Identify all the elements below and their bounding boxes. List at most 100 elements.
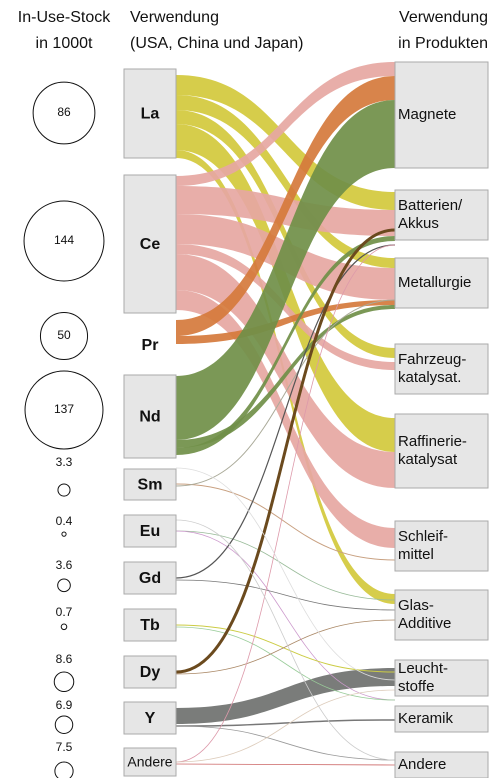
flow [175, 619, 396, 675]
flow [175, 725, 396, 761]
product-box [394, 705, 489, 733]
product-label: Additive [398, 615, 451, 632]
header-use: (USA, China und Japan) [130, 35, 303, 52]
product-label: katalysat. [398, 369, 461, 386]
flow [176, 668, 395, 724]
product-label: Schleif- [398, 528, 448, 545]
stock-label: 0.4 [56, 514, 73, 528]
element-label: Dy [140, 664, 161, 681]
product-box [394, 751, 489, 778]
stock-circle [61, 531, 67, 537]
flow [176, 254, 395, 488]
product-label: Metallurgie [398, 274, 471, 291]
flow [175, 228, 396, 674]
product-label: Glas- [398, 597, 434, 614]
flow [176, 290, 395, 548]
flow [175, 244, 396, 579]
product-box [394, 343, 489, 395]
stock-circle [23, 200, 105, 282]
flow [175, 467, 396, 681]
stock-circle [60, 623, 68, 631]
stock-label: 3.6 [56, 558, 73, 572]
product-box [394, 413, 489, 489]
element-box [123, 374, 177, 459]
element-box [123, 655, 177, 689]
product-label: Akkus [398, 215, 439, 232]
product-label: Magnete [398, 106, 456, 123]
element-box [123, 174, 177, 314]
element-box [123, 468, 177, 501]
flow [176, 62, 395, 186]
flow [176, 300, 395, 344]
stock-label: 7.5 [56, 740, 73, 754]
flow [175, 530, 396, 601]
element-label: Pr [142, 337, 159, 354]
element-label: Andere [127, 754, 172, 770]
product-box [394, 659, 489, 697]
header-stock: In-Use-Stock [18, 9, 111, 26]
flow [176, 76, 395, 336]
header-use: Verwendung [130, 9, 219, 26]
flow [175, 689, 396, 763]
product-label: Keramik [398, 710, 454, 727]
flow [176, 236, 395, 455]
product-box [394, 61, 489, 169]
flow [176, 95, 395, 268]
stock-label: 137 [54, 402, 74, 416]
element-label: Tb [140, 617, 160, 634]
element-box [123, 514, 177, 548]
product-label: Fahrzeug- [398, 351, 466, 368]
element-label: Gd [139, 570, 161, 587]
element-label: Y [145, 710, 156, 727]
flow [175, 483, 396, 561]
flow [176, 110, 395, 358]
stock-label: 3.3 [56, 455, 73, 469]
stock-circle [39, 311, 89, 361]
product-label: Raffinerie- [398, 433, 467, 450]
product-label: Leucht- [398, 660, 448, 677]
product-label: Batterien/ [398, 197, 463, 214]
stock-circle [32, 81, 96, 145]
product-box [394, 520, 489, 572]
product-label: stoffe [398, 678, 434, 695]
stock-circle [24, 370, 104, 450]
stock-circle [53, 671, 75, 693]
flow [175, 624, 396, 673]
element-box [123, 747, 177, 777]
element-label: Nd [139, 409, 160, 426]
flow [175, 763, 396, 766]
stock-circle [57, 578, 71, 593]
flow [175, 626, 396, 701]
product-label: katalysat [398, 451, 458, 468]
header-products: Verwendung [399, 9, 488, 26]
product-box [394, 189, 489, 241]
flow [176, 244, 395, 370]
stock-circle [57, 483, 71, 497]
stock-circle [54, 715, 74, 734]
stock-label: 8.6 [56, 652, 73, 666]
flow [175, 519, 396, 761]
product-label: mittel [398, 546, 434, 563]
stock-circle [54, 761, 74, 778]
element-box [123, 68, 177, 159]
flow [176, 75, 395, 210]
flow [175, 719, 396, 727]
stock-label: 144 [54, 233, 74, 247]
header-products: in Produkten [398, 35, 488, 52]
flow [175, 579, 396, 611]
stock-label: 0.7 [56, 605, 73, 619]
product-box [394, 589, 489, 641]
element-box [123, 608, 177, 642]
flow [176, 305, 395, 448]
element-label: La [141, 106, 160, 123]
flow [176, 100, 395, 440]
flow [175, 299, 396, 487]
stock-label: 50 [57, 328, 71, 342]
element-label: Eu [140, 523, 160, 540]
product-label: Andere [398, 756, 446, 773]
stock-label: 6.9 [56, 698, 73, 712]
product-box [394, 257, 489, 309]
element-label: Ce [140, 236, 161, 253]
element-box [123, 701, 177, 735]
